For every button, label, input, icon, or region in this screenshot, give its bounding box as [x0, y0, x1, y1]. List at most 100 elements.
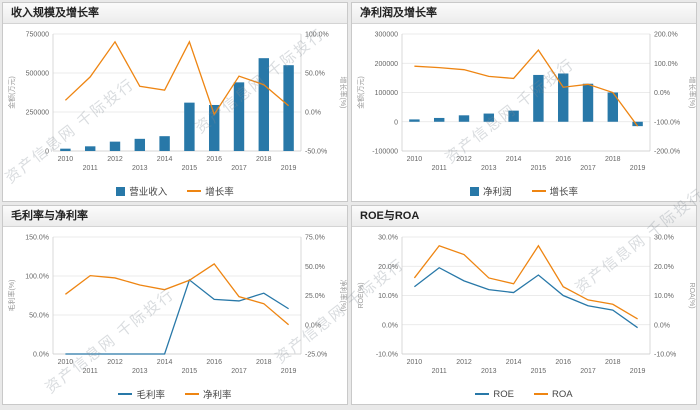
- chart-legend: 净利润 增长率: [352, 181, 696, 201]
- legend-bar-swatch: [116, 186, 126, 196]
- chart-body: -100000 0 100000 200000 300000 -200.0% -100.0%…: [352, 24, 696, 201]
- legend-line-swatch: [187, 190, 202, 192]
- svg-text:2018: 2018: [605, 156, 621, 163]
- svg-text:200.0%: 200.0%: [654, 32, 678, 39]
- svg-text:2012: 2012: [456, 359, 472, 366]
- svg-text:2016: 2016: [555, 156, 571, 163]
- legend-item-bar: 营业收入: [116, 184, 167, 198]
- svg-text:2014: 2014: [506, 359, 522, 366]
- svg-text:250000: 250000: [26, 110, 49, 117]
- svg-text:2010: 2010: [407, 156, 423, 163]
- svg-text:2018: 2018: [256, 359, 272, 366]
- svg-text:50.0%: 50.0%: [305, 264, 325, 271]
- svg-text:2012: 2012: [107, 156, 123, 163]
- svg-text:ROE(%): ROE(%): [358, 282, 365, 308]
- svg-text:75.0%: 75.0%: [305, 235, 325, 242]
- svg-text:150.0%: 150.0%: [25, 235, 49, 242]
- legend-line-swatch: [534, 393, 548, 395]
- netprofit-growth-chart: -100000 0 100000 200000 300000 -200.0% -100.0%…: [356, 32, 696, 173]
- chart-body: 0 250000 500000 750000 -50.0% 0.0% 50.0% 100.0%…: [3, 24, 347, 201]
- svg-text:-100.0%: -100.0%: [654, 119, 680, 126]
- svg-text:金额(万元): 金额(万元): [356, 76, 365, 109]
- chart-panel-netprofit-growth: 净利润及增长率 -100000 0 100000 200000 300000 -200.0…: [351, 2, 697, 202]
- svg-text:0.0%: 0.0%: [33, 352, 49, 359]
- svg-text:2013: 2013: [132, 368, 148, 375]
- svg-text:2010: 2010: [58, 156, 74, 163]
- legend-item-line: 毛利率: [118, 387, 165, 401]
- svg-text:-10.0%: -10.0%: [376, 352, 398, 359]
- svg-text:2019: 2019: [281, 165, 297, 172]
- svg-text:2011: 2011: [83, 368, 98, 375]
- svg-text:750000: 750000: [26, 32, 49, 39]
- roe-roa-chart: -10.0% 0.0% 10.0% 20.0% 30.0% -10.0% 0.0% 10.0%…: [358, 235, 695, 376]
- chart-body: -10.0% 0.0% 10.0% 20.0% 30.0% -10.0% 0.0% 10.0%…: [352, 227, 696, 404]
- legend-item-line: 净利率: [185, 387, 232, 401]
- legend-item-line: ROE: [475, 389, 514, 400]
- legend-label: 毛利率: [136, 390, 165, 401]
- legend-line-swatch: [118, 393, 133, 395]
- svg-text:200000: 200000: [375, 61, 398, 68]
- legend-label: 营业收入: [129, 187, 168, 198]
- legend-line-swatch: [185, 393, 199, 395]
- svg-text:100.0%: 100.0%: [654, 61, 678, 68]
- svg-text:50.0%: 50.0%: [29, 313, 49, 320]
- svg-text:100.0%: 100.0%: [305, 32, 329, 39]
- svg-text:ROA(%): ROA(%): [688, 282, 695, 308]
- svg-text:50.0%: 50.0%: [305, 71, 325, 78]
- svg-text:0: 0: [394, 119, 398, 126]
- chart-title-roe-roa: ROE与ROA: [352, 206, 696, 227]
- legend-line-swatch: [475, 393, 490, 395]
- svg-text:-10.0%: -10.0%: [654, 352, 676, 359]
- svg-text:30.0%: 30.0%: [378, 235, 398, 242]
- svg-text:2015: 2015: [182, 165, 198, 172]
- legend-label: ROA: [552, 388, 573, 400]
- legend-item-line: 增长率: [531, 184, 579, 198]
- chart-legend: ROE ROA: [352, 384, 696, 404]
- chart-panel-margins: 毛利率与净利率 0.0% 50.0% 100.0% 150.0% -25.0% 0.0% 2…: [2, 205, 348, 405]
- svg-text:2016: 2016: [206, 359, 222, 366]
- svg-text:10.0%: 10.0%: [654, 293, 674, 300]
- legend-bar-swatch: [469, 186, 479, 196]
- svg-text:2014: 2014: [506, 156, 522, 163]
- svg-text:2013: 2013: [132, 165, 148, 172]
- svg-text:0.0%: 0.0%: [654, 90, 670, 97]
- svg-text:增长率(%): 增长率(%): [339, 77, 347, 109]
- svg-text:0.0%: 0.0%: [654, 322, 670, 329]
- svg-text:2012: 2012: [107, 359, 123, 366]
- legend-line-swatch: [531, 190, 546, 192]
- legend-label: 增长率: [205, 187, 234, 198]
- svg-text:2019: 2019: [630, 368, 646, 375]
- svg-text:2016: 2016: [206, 156, 222, 163]
- legend-label: ROE: [493, 388, 514, 400]
- chart-legend: 营业收入 增长率: [3, 181, 347, 201]
- svg-text:2017: 2017: [231, 368, 247, 375]
- svg-text:100.0%: 100.0%: [25, 274, 49, 281]
- revenue-growth-chart: 0 250000 500000 750000 -50.0% 0.0% 50.0% 100.0%…: [7, 32, 347, 173]
- svg-text:0: 0: [45, 149, 49, 156]
- margins-chart: 0.0% 50.0% 100.0% 150.0% -25.0% 0.0% 25.0% 50.0…: [7, 235, 347, 376]
- svg-text:2018: 2018: [256, 156, 272, 163]
- svg-text:-25.0%: -25.0%: [305, 352, 327, 359]
- svg-text:-100000: -100000: [372, 149, 398, 156]
- svg-text:2011: 2011: [432, 368, 447, 375]
- svg-text:2010: 2010: [58, 359, 74, 366]
- legend-label: 增长率: [549, 187, 579, 198]
- svg-text:10.0%: 10.0%: [378, 293, 398, 300]
- chart-legend: 毛利率 净利率: [3, 384, 347, 404]
- legend-item-line: 增长率: [187, 184, 234, 198]
- svg-text:2019: 2019: [630, 165, 646, 172]
- legend-item-line: ROA: [534, 389, 573, 400]
- svg-text:20.0%: 20.0%: [654, 264, 674, 271]
- chart-title-revenue-growth: 收入规模及增长率: [3, 3, 347, 24]
- legend-label: 净利率: [203, 390, 232, 401]
- chart-title-margins: 毛利率与净利率: [3, 206, 347, 227]
- svg-text:金额(万元): 金额(万元): [7, 76, 16, 109]
- svg-text:0.0%: 0.0%: [305, 110, 321, 117]
- svg-text:2017: 2017: [580, 368, 596, 375]
- svg-text:净利率(%): 净利率(%): [339, 280, 347, 312]
- svg-text:2015: 2015: [531, 165, 547, 172]
- svg-text:2015: 2015: [182, 368, 198, 375]
- svg-text:2017: 2017: [580, 165, 596, 172]
